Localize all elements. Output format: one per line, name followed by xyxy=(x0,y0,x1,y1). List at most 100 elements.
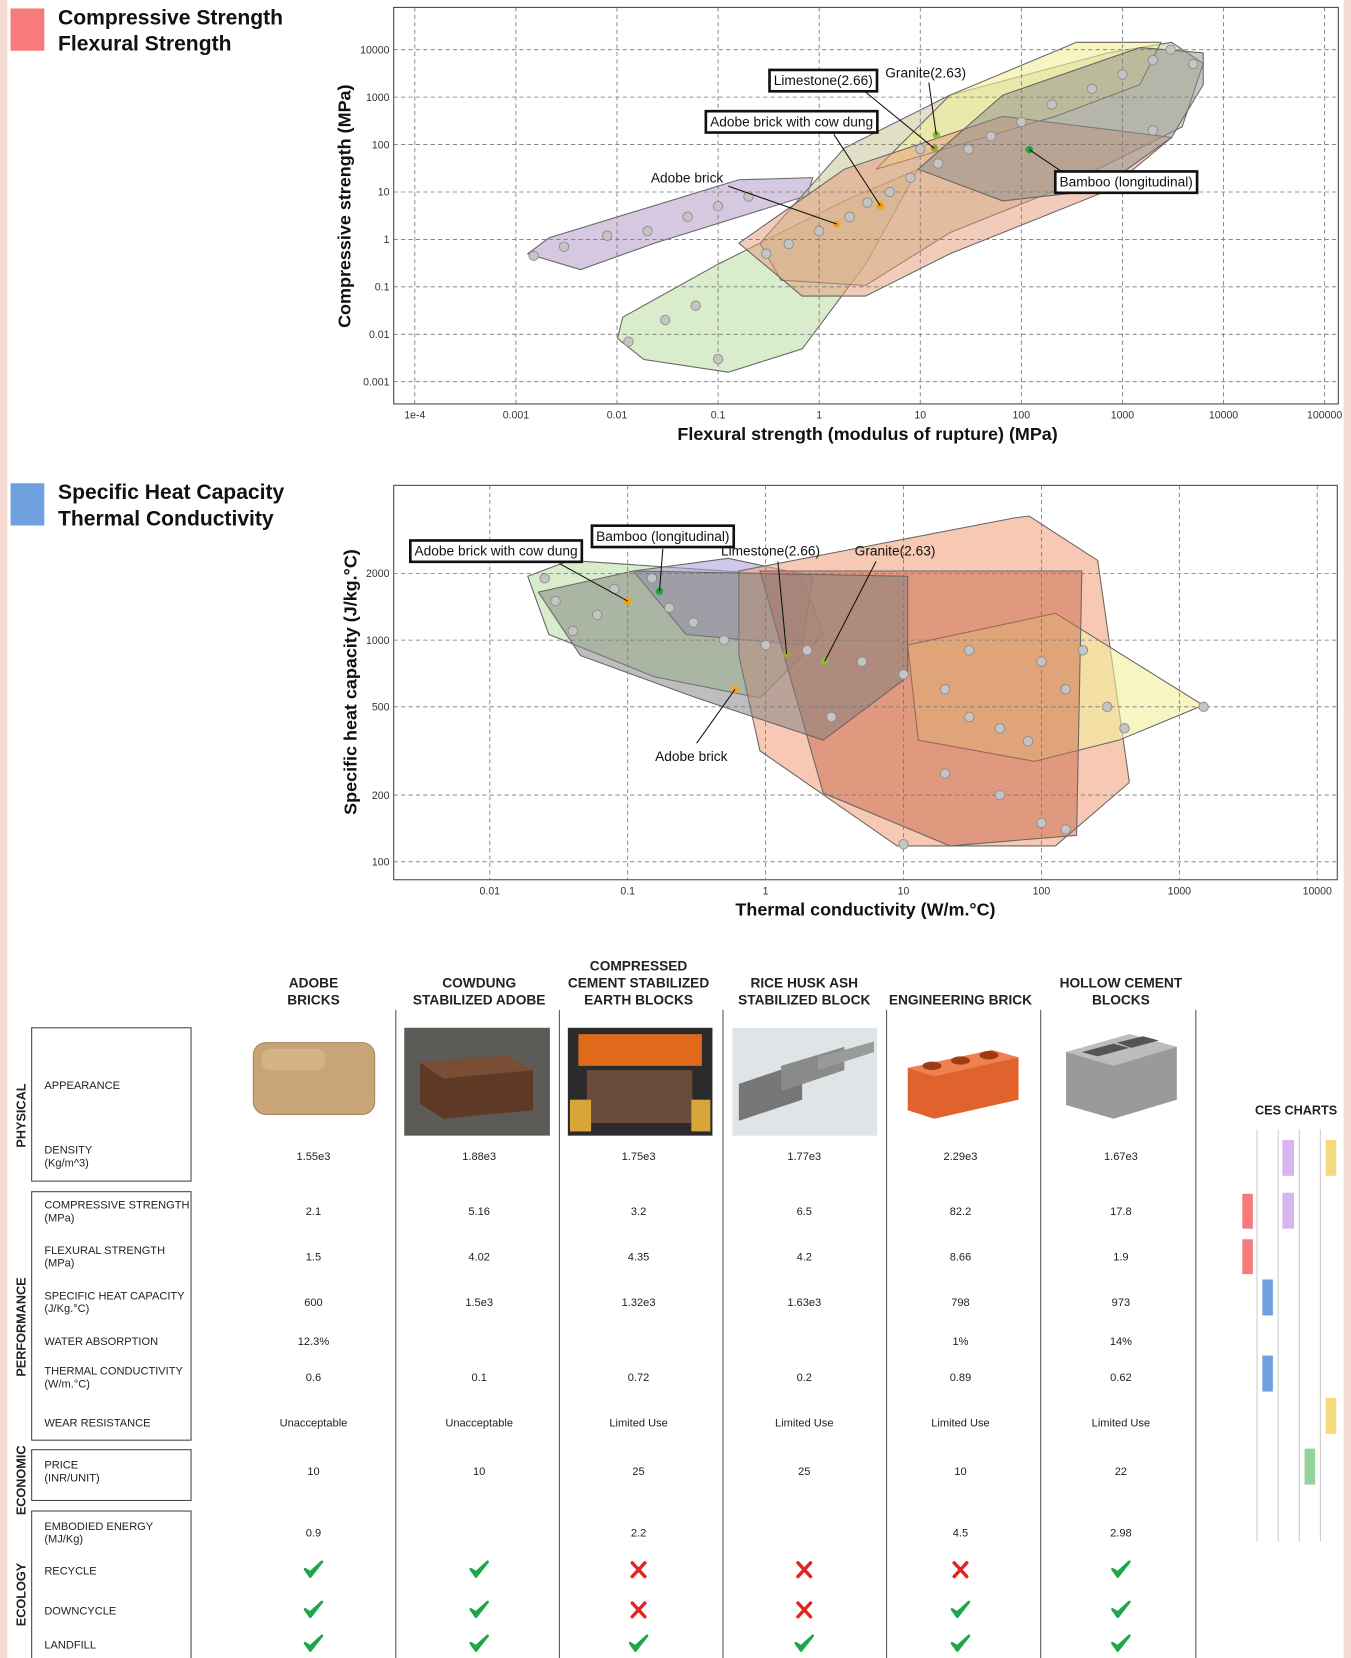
x-tick-label: 1000 xyxy=(1111,410,1135,422)
cell-value: 82.2 xyxy=(950,1206,972,1218)
material-point xyxy=(1087,84,1096,94)
material-point xyxy=(1017,117,1026,127)
material-point xyxy=(689,618,698,628)
cell-value: 0.1 xyxy=(471,1372,486,1384)
row-label: (J/Kg.°C) xyxy=(44,1303,89,1315)
row-label: LANDFILL xyxy=(44,1639,96,1651)
cell-value: 5.16 xyxy=(468,1206,490,1218)
material-point xyxy=(1166,45,1175,55)
material-point xyxy=(761,640,770,650)
cell-value: 0.2 xyxy=(797,1372,812,1384)
y-axis-label: Compressive strength (MPa) xyxy=(334,84,354,327)
material-point xyxy=(1148,126,1157,136)
cell-value: 4.5 xyxy=(953,1527,968,1539)
material-point xyxy=(965,646,974,656)
y-tick-label: 2000 xyxy=(366,568,390,580)
material-point xyxy=(940,685,949,695)
material-point xyxy=(1047,100,1056,110)
material-point xyxy=(559,242,568,252)
material-point xyxy=(1061,825,1070,835)
chart-title: Compressive Strength xyxy=(58,6,283,29)
x-tick-label: 100000 xyxy=(1307,410,1342,422)
cell-value: 0.9 xyxy=(306,1527,321,1539)
material-point xyxy=(885,187,894,197)
cell-value: 10 xyxy=(954,1466,966,1478)
material-point xyxy=(1199,702,1208,712)
y-tick-label: 0.001 xyxy=(363,376,390,388)
material-point xyxy=(643,226,652,236)
cell-value: 973 xyxy=(1112,1297,1130,1309)
point-label: Adobe brick with cow dung xyxy=(415,544,578,559)
y-tick-label: 1000 xyxy=(366,92,390,104)
column-header: COWDUNG xyxy=(442,976,516,991)
material-point xyxy=(906,173,915,183)
y-axis-label: Specific heat capacity (J/kg.°C) xyxy=(341,549,361,815)
x-tick-label: 0.01 xyxy=(607,410,628,422)
x-tick-label: 0.1 xyxy=(620,886,635,898)
material-point xyxy=(1061,685,1070,695)
material-point xyxy=(899,670,908,680)
material-point xyxy=(713,354,722,364)
material-point xyxy=(551,596,560,606)
cell-value: 4.02 xyxy=(468,1251,490,1263)
cell-value: 0.89 xyxy=(950,1372,972,1384)
cell-value: 1.32e3 xyxy=(622,1297,656,1309)
cell-value: 1.88e3 xyxy=(462,1151,496,1163)
cell-value: 2.98 xyxy=(1110,1527,1132,1539)
chart-title: Specific Heat Capacity xyxy=(58,481,284,504)
cell-value: 3.2 xyxy=(631,1206,646,1218)
chart-subtitle: Thermal Conductivity xyxy=(58,508,274,531)
group-label: PHYSICAL xyxy=(14,1083,28,1147)
material-point xyxy=(1120,724,1129,734)
row-label: DOWNCYCLE xyxy=(44,1606,116,1618)
material-point xyxy=(683,212,692,222)
cell-value: 17.8 xyxy=(1110,1206,1132,1218)
cell-value: Limited Use xyxy=(1092,1417,1150,1429)
row-label: (INR/UNIT) xyxy=(44,1472,99,1484)
y-tick-label: 500 xyxy=(372,702,390,714)
row-label: (W/m.°C) xyxy=(44,1378,90,1390)
cell-value: Limited Use xyxy=(931,1417,989,1429)
cell-value: 1.9 xyxy=(1113,1251,1128,1263)
material-point xyxy=(863,198,872,208)
material-point xyxy=(660,315,669,325)
page: CES CHARTS 1e-40.0010.010.11101001000100… xyxy=(0,0,1351,1658)
row-label: (MPa) xyxy=(44,1258,74,1270)
y-tick-label: 100 xyxy=(372,139,390,151)
material-point xyxy=(529,251,538,261)
material-point xyxy=(845,212,854,222)
material-point xyxy=(857,657,866,667)
y-tick-label: 200 xyxy=(372,790,390,802)
cell-value: 1.55e3 xyxy=(297,1151,331,1163)
x-tick-label: 10 xyxy=(914,410,926,422)
material-point xyxy=(1102,702,1111,712)
title-marker xyxy=(11,483,45,525)
material-point xyxy=(647,574,656,584)
column-header: STABILIZED BLOCK xyxy=(738,993,870,1008)
x-tick-label: 100 xyxy=(1033,886,1051,898)
x-tick-label: 0.001 xyxy=(503,410,530,422)
point-label: Limestone(2.66) xyxy=(774,73,873,88)
point-label: Adobe brick with cow dung xyxy=(710,114,873,129)
cell-value: 2.2 xyxy=(631,1527,646,1539)
cell-value: 12.3% xyxy=(298,1336,330,1348)
cell-value: 4.35 xyxy=(628,1251,650,1263)
material-point xyxy=(784,239,793,249)
cell-value: 25 xyxy=(798,1466,810,1478)
row-label: EMBODIED ENERGY xyxy=(44,1521,153,1533)
cell-value: Limited Use xyxy=(609,1417,667,1429)
cell-value: 1.77e3 xyxy=(787,1151,821,1163)
cell-value: 10 xyxy=(473,1466,485,1478)
cell-value: 1% xyxy=(952,1336,968,1348)
point-label: Limestone(2.66) xyxy=(721,544,820,559)
x-tick-label: 10000 xyxy=(1209,410,1238,422)
column-header: ADOBE xyxy=(289,976,339,991)
material-point xyxy=(916,144,925,154)
border-left xyxy=(0,0,7,1658)
cell-value: 8.66 xyxy=(950,1251,972,1263)
material-point xyxy=(986,131,995,141)
column-header: BLOCKS xyxy=(1092,993,1150,1008)
group-label: ECOLOGY xyxy=(14,1562,28,1626)
chart-subtitle: Flexural Strength xyxy=(58,33,231,56)
column-header: RICE HUSK ASH xyxy=(750,976,858,991)
